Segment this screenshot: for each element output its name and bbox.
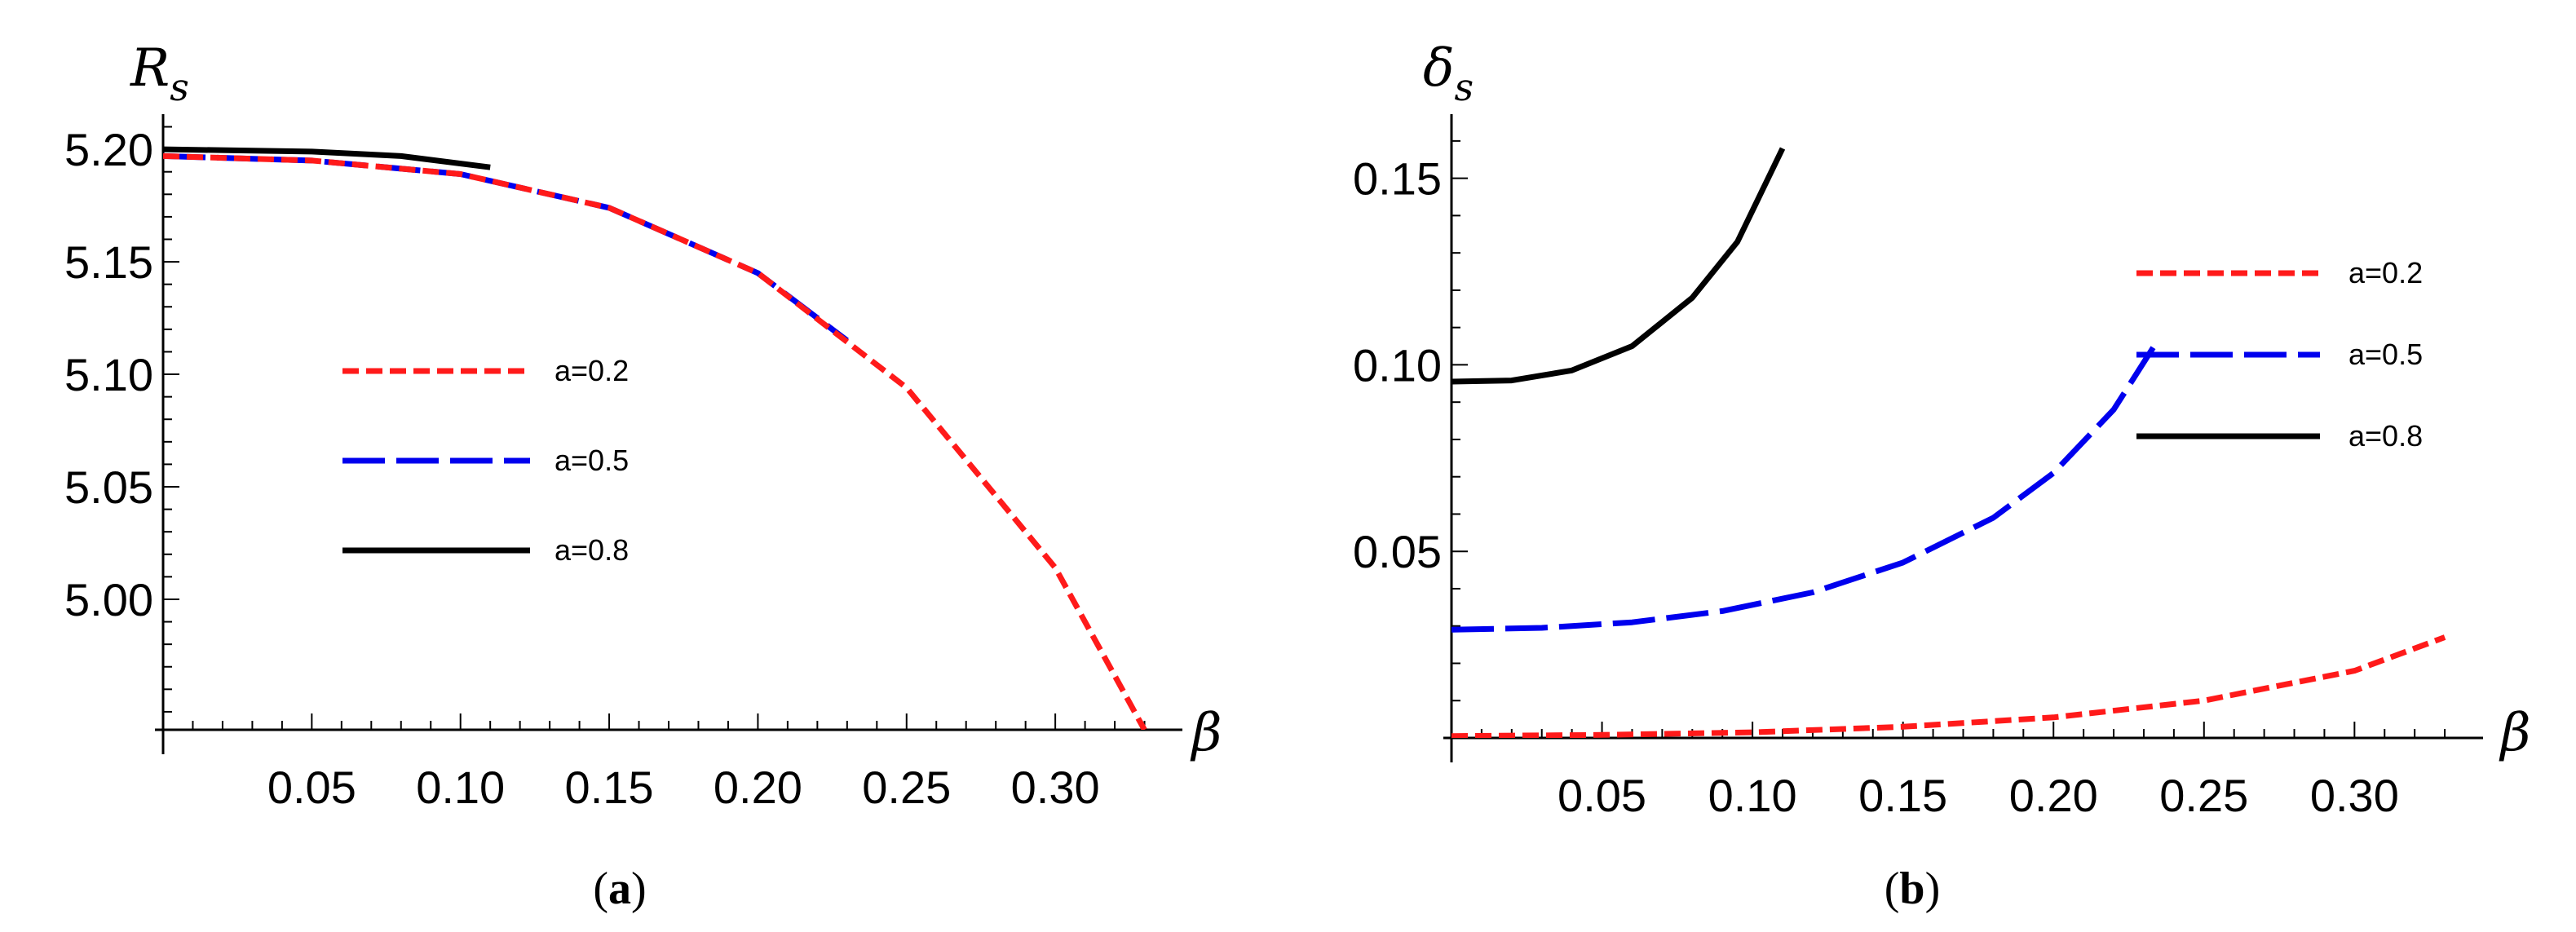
x-tick-label: 0.30	[1011, 762, 1100, 813]
x-axis-title: β	[1191, 703, 1222, 763]
x-axis-title: β	[2499, 703, 2531, 763]
x-tick-label: 0.05	[1558, 770, 1646, 821]
x-tick-label: 0.15	[565, 762, 654, 813]
legend-label: a=0.5	[2348, 338, 2423, 371]
series-line-a05	[1451, 337, 2162, 633]
y-axis-title: Rs	[130, 38, 189, 109]
series-line-a08	[1451, 147, 1786, 385]
legend-label: a=0.8	[2348, 419, 2423, 453]
x-tick-label: 0.05	[267, 762, 356, 813]
legend-label: a=0.8	[555, 533, 629, 567]
x-tick-label: 0.10	[416, 762, 505, 813]
legend-label: a=0.5	[555, 444, 629, 477]
series-line-a02	[163, 152, 1147, 730]
y-tick-label: 0.10	[1353, 339, 1442, 391]
x-tick-label: 0.25	[2159, 770, 2248, 821]
x-tick-label: 0.30	[2310, 770, 2399, 821]
y-tick-label: 0.05	[1353, 526, 1442, 577]
y-tick-label: 5.10	[64, 349, 153, 400]
y-axis-title: δs	[1423, 38, 1474, 109]
y-tick-label: 5.20	[64, 124, 153, 175]
legend-label: a=0.2	[555, 354, 629, 387]
y-tick-label: 5.15	[64, 236, 153, 288]
y-tick-label: 5.05	[64, 462, 153, 513]
series-line-a02	[1451, 634, 2446, 738]
panel-caption: (b)	[1885, 864, 1940, 914]
panel-caption: (a)	[593, 864, 646, 914]
x-tick-label: 0.10	[1708, 770, 1797, 821]
x-tick-label: 0.15	[1858, 770, 1947, 821]
series-line-a08	[163, 146, 491, 170]
x-tick-label: 0.20	[2009, 770, 2098, 821]
y-tick-label: 5.00	[64, 574, 153, 625]
chart-panel-b: 0.05 0.10 0.15 0.20 0.25 0.30 0.05 0.10 0.15 δs β a…	[1353, 38, 2531, 914]
x-tick-label: 0.20	[714, 762, 802, 813]
x-tick-label: 0.25	[862, 762, 951, 813]
y-tick-label: 0.15	[1353, 153, 1442, 205]
chart-panel-a: 0.05 0.10 0.15 0.20 0.25 0.30 5.00 5.05 5.10 5.15…	[64, 38, 1222, 914]
legend-label: a=0.2	[2348, 256, 2423, 289]
